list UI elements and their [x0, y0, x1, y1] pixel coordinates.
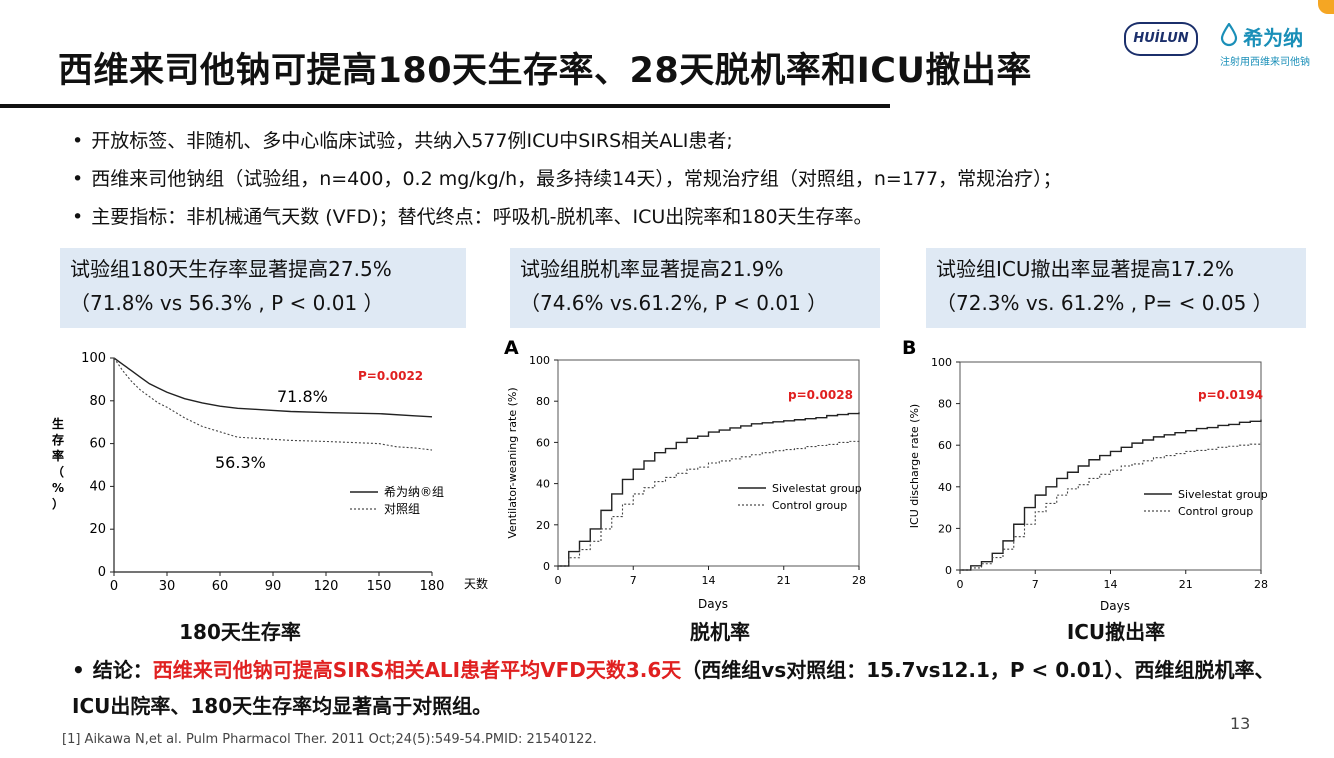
annotation-control: 56.3%	[215, 453, 266, 472]
title-underline	[0, 104, 890, 108]
icu-discharge-chart: 0 20 40 60 80 100 0 7 14 21 28 p=0.0194 Sivelestat g…	[902, 337, 1268, 613]
x-tick-label: 21	[777, 574, 791, 587]
y-tick-label: 0	[945, 564, 952, 577]
corner-tab-decoration	[1318, 0, 1334, 14]
huilun-logo: HUİLUN	[1124, 22, 1198, 56]
y-axis-label: Ventilator-weaning rate (%)	[506, 387, 519, 538]
weaning-callout: 试验组脱机率显著提高21.9% （74.6% vs.61.2%, P < 0.01…	[510, 248, 880, 328]
survival-caption: 180天生存率	[179, 620, 301, 644]
x-axis-label: 天数	[464, 576, 488, 591]
legend-label: Control group	[772, 499, 847, 512]
x-tick-label: 0	[957, 578, 964, 591]
legend-label: Sivelestat group	[772, 482, 862, 495]
x-tick-label: 180	[420, 579, 445, 594]
annotation-treatment: 71.8%	[277, 387, 328, 406]
series-line-control	[113, 357, 433, 451]
x-tick-label: 90	[265, 579, 282, 594]
p-value-label: p=0.0028	[788, 388, 853, 402]
panel-label: A	[504, 337, 519, 359]
y-tick-label: 80	[938, 398, 952, 411]
y-tick-label: 100	[529, 354, 550, 367]
y-axis-label-char: ）	[52, 496, 64, 511]
conclusion-lead: 结论：	[92, 658, 153, 682]
icu-caption: ICU撤出率	[1066, 620, 1166, 644]
x-tick-label: 120	[314, 579, 339, 594]
page-number: 13	[1230, 714, 1251, 733]
bullet-list: • 开放标签、非随机、多中心临床试验，共纳入577例ICU中SIRS相关ALI患者…	[72, 122, 1062, 236]
brand-name: 希为纳	[1243, 26, 1304, 50]
y-axis-label-char: （	[52, 464, 64, 479]
y-tick-label: 40	[89, 479, 106, 494]
icu-callout: 试验组ICU撤出率显著提高17.2% （72.3% vs. 61.2% , P= …	[926, 248, 1306, 328]
x-tick-label: 21	[1179, 578, 1193, 591]
series-line-treatment	[113, 357, 433, 418]
brand-subtitle: 注射用西维来司他钠	[1220, 57, 1310, 68]
y-tick-label: 20	[89, 522, 106, 537]
series-line-treatment	[558, 412, 860, 567]
y-axis-label: ICU discharge rate (%)	[908, 404, 921, 528]
legend-label: Control group	[1178, 505, 1253, 518]
x-axis-label: Days	[698, 597, 728, 611]
conclusion-highlight: 西维来司他钠可提高SIRS相关ALI患者平均VFD天数3.6天	[152, 658, 682, 682]
x-axis-label: Days	[1100, 599, 1130, 613]
y-tick-label: 40	[536, 478, 550, 491]
p-value-label: P=0.0022	[358, 369, 423, 383]
x-tick-label: 0	[555, 574, 562, 587]
y-tick-label: 40	[938, 481, 952, 494]
y-tick-label: 80	[536, 395, 550, 408]
survival-callout: 试验组180天生存率显著提高27.5% （71.8% vs 56.3% , P <…	[60, 248, 466, 328]
x-tick-label: 14	[702, 574, 716, 587]
y-axis-label-char: %	[52, 481, 64, 495]
x-tick-label: 30	[159, 579, 176, 594]
x-tick-label: 7	[1032, 578, 1039, 591]
y-tick-label: 0	[98, 565, 106, 580]
y-tick-label: 0	[543, 560, 550, 573]
legend-label: 对照组	[384, 502, 420, 516]
y-tick-label: 100	[931, 356, 952, 369]
x-tick-label: 14	[1104, 578, 1118, 591]
survival-chart: 0 20 40 60 80 100 0 30 60 90 120 150 180 P=0.0022 希为纳®…	[51, 351, 488, 594]
y-tick-label: 60	[89, 437, 106, 452]
y-tick-label: 60	[536, 436, 550, 449]
reference: [1] Aikawa N,et al. Pulm Pharmacol Ther.…	[62, 732, 597, 747]
x-tick-label: 28	[852, 574, 866, 587]
weaning-caption: 脱机率	[690, 620, 750, 644]
p-value-label: p=0.0194	[1198, 388, 1263, 402]
bullet-item: • 西维来司他钠组（试验组，n=400，0.2 mg/kg/h，最多持续14天），…	[72, 168, 1062, 190]
bullet-item: • 开放标签、非随机、多中心临床试验，共纳入577例ICU中SIRS相关ALI患者…	[72, 130, 733, 152]
x-tick-label: 60	[212, 579, 229, 594]
x-tick-label: 0	[110, 579, 118, 594]
y-axis-label-char: 率	[52, 448, 64, 463]
panel-label: B	[902, 337, 916, 359]
y-tick-label: 100	[81, 351, 106, 366]
series-line-control	[558, 439, 860, 567]
conclusion: • 结论：西维来司他钠可提高SIRS相关ALI患者平均VFD天数3.6天（西维组v…	[72, 658, 1275, 718]
y-tick-label: 80	[89, 394, 106, 409]
y-axis-label-char: 生	[52, 416, 64, 431]
bullet-item: • 主要指标：非机械通气天数 (VFD)；替代终点：呼吸机-脱机率、ICU出院率和…	[72, 206, 873, 228]
x-tick-label: 7	[630, 574, 637, 587]
x-tick-label: 150	[367, 579, 392, 594]
y-tick-label: 20	[536, 519, 550, 532]
y-tick-label: 60	[938, 439, 952, 452]
y-axis-label-char: 存	[51, 432, 64, 447]
legend-label: 希为纳®组	[384, 484, 444, 499]
water-drop-icon	[1220, 21, 1238, 51]
weaning-chart: 0 20 40 60 80 100 0 7 14 21 28 p=0.0028 Sivelestat g…	[504, 337, 866, 611]
brand-logo: 希为纳 注射用西维来司他钠	[1220, 21, 1330, 68]
x-tick-label: 28	[1254, 578, 1268, 591]
conclusion-rest: （西维组vs对照组：15.7vs12.1，P < 0.01）、西维组脱机率、IC…	[72, 658, 1275, 718]
series-line-treatment	[960, 419, 1262, 571]
y-tick-label: 20	[938, 522, 952, 535]
page-title: 西维来司他钠可提高180天生存率、28天脱机率和ICU撤出率	[58, 51, 1032, 91]
legend-label: Sivelestat group	[1178, 488, 1268, 501]
